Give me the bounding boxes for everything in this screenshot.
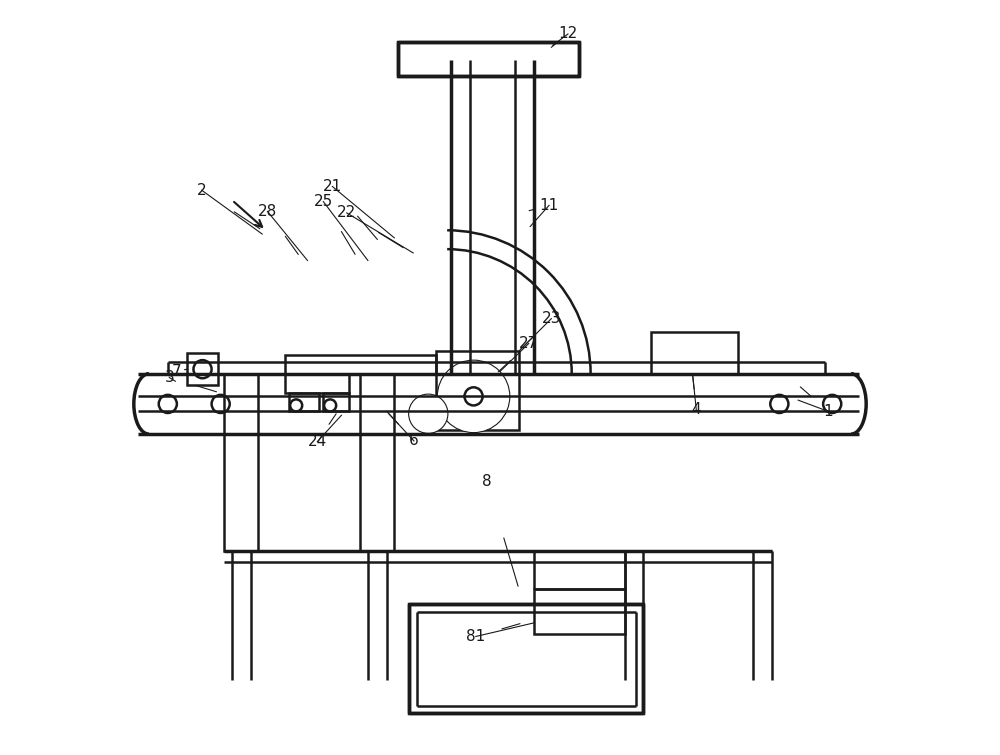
Circle shape: [324, 399, 336, 411]
Text: 11: 11: [539, 198, 559, 213]
Text: 7: 7: [172, 364, 182, 379]
Text: 28: 28: [258, 204, 277, 219]
Text: 27: 27: [519, 336, 538, 351]
Circle shape: [422, 408, 434, 420]
Text: 25: 25: [314, 194, 333, 209]
Bar: [187, 353, 218, 385]
Text: 81: 81: [466, 629, 485, 644]
Bar: [360, 374, 394, 551]
Text: 3: 3: [164, 370, 174, 385]
Text: 12: 12: [558, 26, 578, 42]
Text: 22: 22: [337, 205, 356, 220]
Text: 1: 1: [824, 404, 833, 419]
Text: 4: 4: [691, 402, 701, 418]
Circle shape: [770, 395, 788, 413]
Text: 24: 24: [308, 434, 327, 449]
Text: 2: 2: [197, 183, 207, 198]
Circle shape: [442, 365, 505, 428]
Bar: [224, 374, 258, 551]
Circle shape: [159, 395, 177, 413]
Bar: [398, 42, 579, 76]
Bar: [651, 332, 738, 374]
Circle shape: [412, 397, 445, 430]
Circle shape: [193, 360, 212, 378]
Bar: [289, 393, 319, 411]
Text: 6: 6: [409, 433, 419, 448]
Bar: [323, 393, 349, 411]
Bar: [285, 355, 436, 374]
Text: 8: 8: [482, 474, 492, 489]
Circle shape: [465, 387, 483, 405]
Circle shape: [290, 399, 302, 411]
Bar: [436, 351, 519, 430]
Bar: [409, 604, 643, 713]
Circle shape: [823, 395, 841, 413]
Bar: [285, 374, 349, 393]
Circle shape: [409, 394, 448, 433]
Circle shape: [437, 360, 510, 433]
Bar: [534, 589, 625, 634]
Circle shape: [212, 395, 230, 413]
Text: 23: 23: [542, 311, 561, 326]
Text: 21: 21: [323, 179, 342, 194]
